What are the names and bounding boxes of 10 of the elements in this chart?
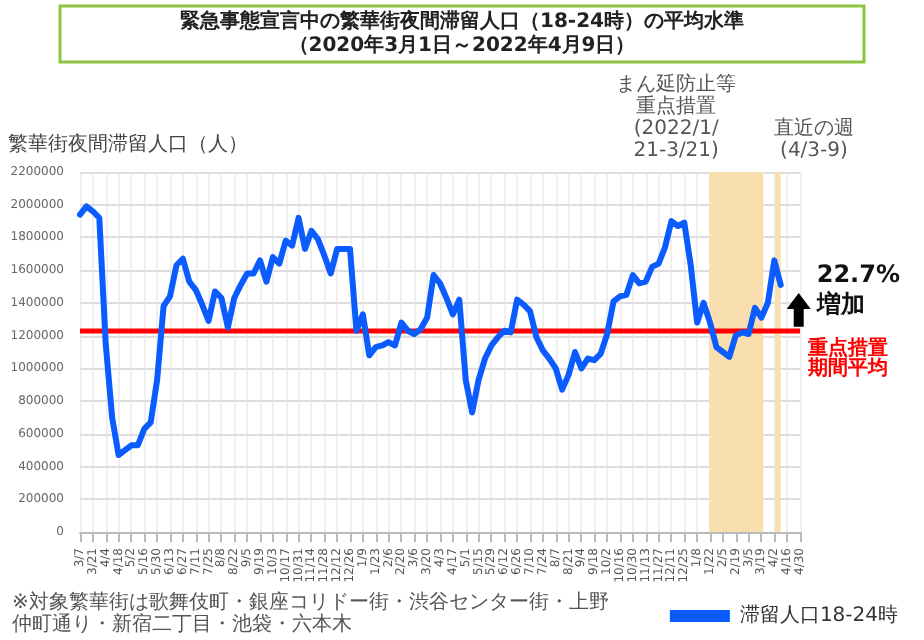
text: 22.7% 増加 bbox=[814, 259, 900, 318]
chart-subtitle: （2020年3月1日～2022年4月9日） bbox=[288, 33, 636, 57]
text: ※対象繁華街は歌舞伎町・銀座コリドー街・渋谷センター街・上野仲町通り・新宿二丁目・池袋・六本木 bbox=[12, 590, 609, 636]
line-series bbox=[77, 203, 784, 459]
band-label: まん延防止等重点措置(2022/1/21-3/21) bbox=[616, 72, 737, 162]
y-axis-title: 繁華街夜間滞留人口（人） bbox=[8, 132, 248, 156]
chart-title: 緊急事態宣言中の繁華街夜間滞留人口（18-24時）の平均水準 bbox=[180, 9, 744, 33]
band-label: 直近の週(4/3-9) bbox=[773, 116, 854, 162]
legend-label: 滞留人口18-24時 bbox=[739, 603, 899, 627]
ref-line-label: 重点措置期間平均 bbox=[806, 335, 888, 380]
